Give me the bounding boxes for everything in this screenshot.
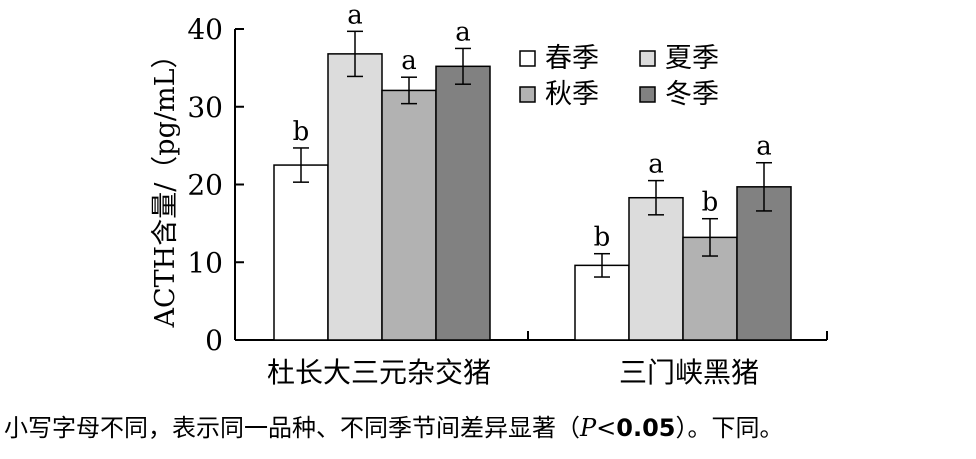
note-text: 小写字母不同，表示同一品种、不同季节间差异显著（ xyxy=(4,414,580,442)
significance-letter: b xyxy=(702,188,719,218)
significance-letter: a xyxy=(756,132,772,162)
note-tail: ）。下同。 xyxy=(675,414,784,442)
significance-letter: a xyxy=(401,46,417,76)
significance-letter: b xyxy=(293,117,310,147)
legend-label: 冬季 xyxy=(665,79,719,110)
figure-note: 小写字母不同，表示同一品种、不同季节间差异显著（P<0.05）。下同。 xyxy=(4,408,972,443)
legend-label: 秋季 xyxy=(545,79,599,110)
y-tick-label: 40 xyxy=(187,13,223,46)
less-than-sign: < xyxy=(596,414,617,442)
significance-letter: b xyxy=(594,223,611,253)
bar xyxy=(381,89,437,341)
bar xyxy=(736,186,792,341)
x-category-label: 杜长大三元杂交猪 xyxy=(267,356,491,389)
significance-letter: a xyxy=(455,17,471,47)
legend-swatch xyxy=(639,50,656,67)
y-tick-label: 0 xyxy=(205,324,223,357)
x-category-label: 三门峡黑猪 xyxy=(619,356,759,389)
y-tick-label: 20 xyxy=(187,169,223,202)
bar xyxy=(435,65,491,341)
bar xyxy=(574,264,630,341)
y-tick-label: 10 xyxy=(187,246,223,279)
y-axis-label: ACTH含量/（pg/mL） xyxy=(150,41,181,328)
p-symbol: P xyxy=(580,414,597,442)
y-tick-label: 30 xyxy=(187,91,223,124)
legend-label: 夏季 xyxy=(665,43,719,74)
bar xyxy=(273,164,329,341)
legend-swatch xyxy=(519,50,536,67)
legend-swatch xyxy=(519,86,536,103)
p-value: 0.05 xyxy=(616,414,676,442)
significance-letter: a xyxy=(648,150,664,180)
significance-letter: a xyxy=(347,0,363,30)
bar xyxy=(628,196,684,341)
legend-label: 春季 xyxy=(545,43,599,74)
legend-swatch xyxy=(639,86,656,103)
bar xyxy=(327,53,383,341)
